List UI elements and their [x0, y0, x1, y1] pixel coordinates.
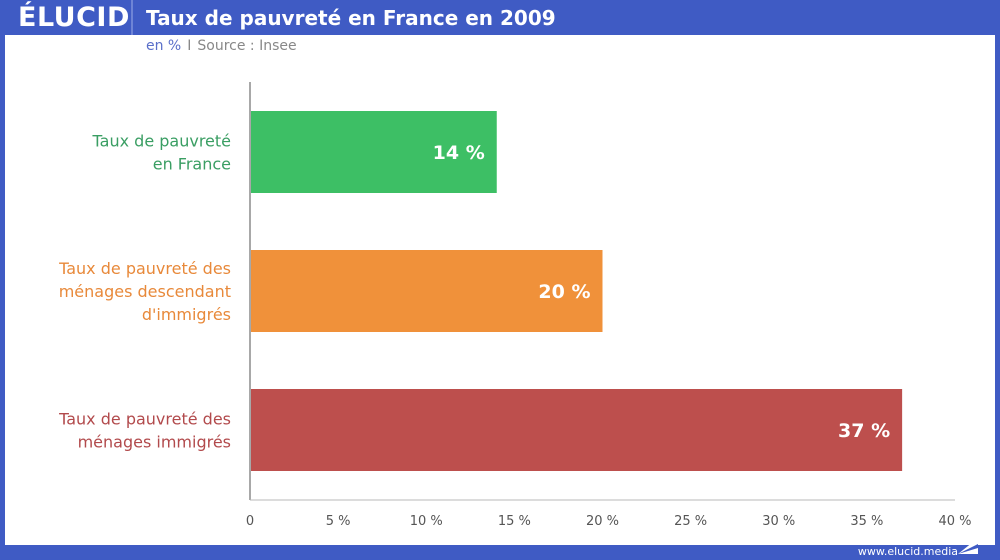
category-label-line: Taux de pauvreté	[92, 132, 231, 151]
bar-2	[251, 250, 603, 332]
category-label-line: ménages immigrés	[78, 433, 231, 452]
category-label-line: Taux de pauvreté des	[58, 259, 231, 278]
x-tick-label: 25 %	[674, 514, 707, 529]
bar-3	[251, 389, 903, 471]
x-tick-label: 30 %	[762, 514, 795, 529]
chart-title: Taux de pauvreté en France en 2009	[146, 6, 556, 30]
elucid-logo: ÉLUCID	[18, 2, 130, 33]
footer-url[interactable]: www.elucid.media	[857, 545, 958, 558]
unit-label: en %	[146, 38, 182, 54]
x-tick-label: 5 %	[326, 514, 351, 529]
bar-value-label-1: 14 %	[433, 142, 485, 164]
subtitle-separator: I	[187, 38, 192, 54]
category-label-line: ménages descendant	[59, 282, 231, 301]
header-divider	[131, 0, 133, 35]
bar-value-label-2: 20 %	[538, 281, 590, 303]
category-label-2: Taux de pauvreté des ménages descendant d'…	[58, 259, 231, 324]
category-label-line: d'immigrés	[142, 305, 231, 324]
category-label-3: Taux de pauvreté des ménages immigrés	[58, 410, 231, 452]
chart-subtitle: en % I Source : Insee	[146, 38, 297, 54]
category-label-line: en France	[153, 155, 231, 174]
source-label: Source : Insee	[197, 38, 297, 54]
x-tick-label: 35 %	[850, 514, 883, 529]
x-tick-label: 40 %	[938, 514, 971, 529]
x-tick-label: 15 %	[498, 514, 531, 529]
x-tick-label: 0	[246, 514, 254, 529]
bar-value-label-3: 37 %	[838, 420, 890, 442]
category-label-1: Taux de pauvreté en France	[92, 132, 231, 174]
category-label-line: Taux de pauvreté des	[58, 410, 231, 429]
x-tick-label: 20 %	[586, 514, 619, 529]
x-tick-label: 10 %	[410, 514, 443, 529]
header-bar: ÉLUCID Taux de pauvreté en France en 200…	[0, 0, 1000, 35]
bar-1	[251, 111, 497, 193]
elucid-mark-icon	[958, 538, 978, 554]
